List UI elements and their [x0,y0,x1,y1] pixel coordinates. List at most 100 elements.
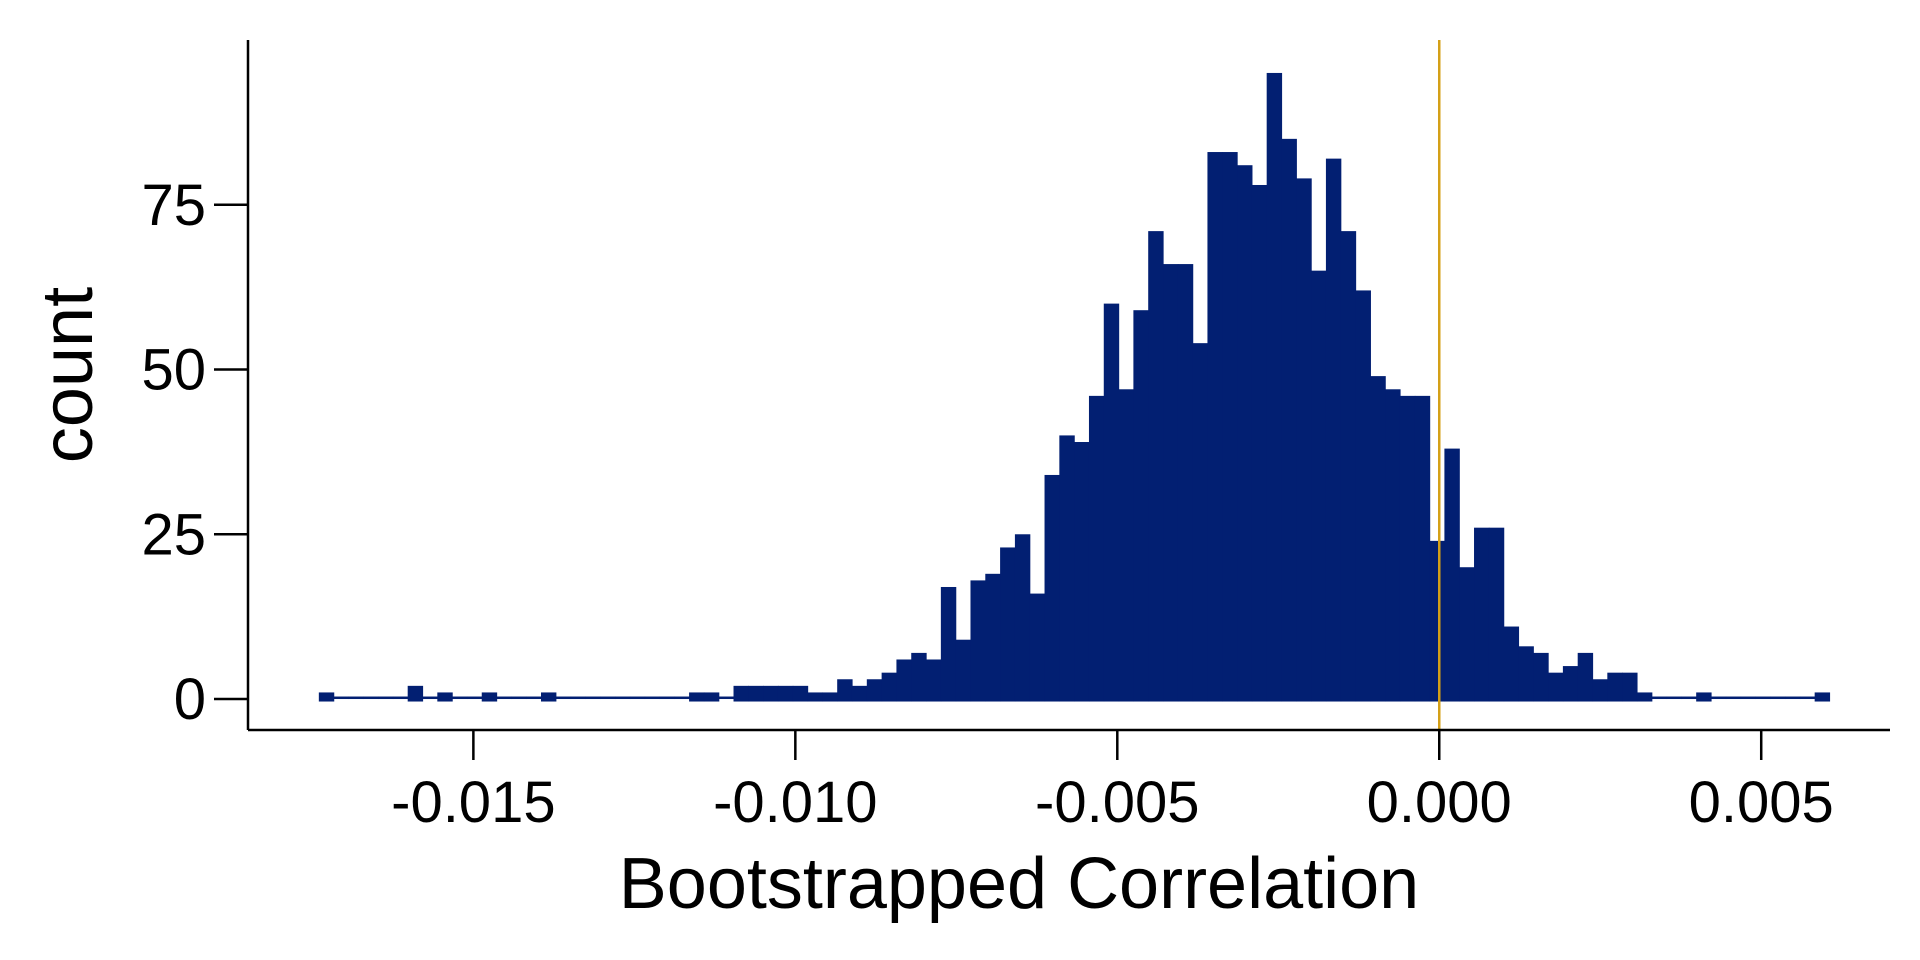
histogram-bar [629,696,646,700]
histogram-bar [1340,231,1357,702]
histogram-bar [526,696,542,700]
histogram-bar [1799,696,1816,700]
histogram-bar [1444,448,1460,702]
histogram-bar [570,696,587,700]
histogram-bar [555,696,572,700]
histogram-bar [1622,672,1638,702]
histogram-bar [1518,646,1534,702]
histogram-bar [1740,696,1757,700]
histogram-bar [896,659,912,702]
histogram-bar [792,685,809,702]
histogram-bar [378,696,394,700]
histogram-bar [1414,395,1431,702]
histogram-bar [1607,672,1623,702]
histogram-bar [1163,264,1179,702]
x-axis-title: Bootstrapped Correlation [619,844,1419,924]
histogram-bar [1385,389,1401,702]
histogram-bar [1296,178,1312,702]
histogram-bar [1103,303,1120,702]
histogram-bar [1488,527,1505,702]
histogram-bar [348,696,364,700]
histogram-bar [1503,626,1520,702]
histogram-bar [1429,540,1446,702]
histogram-bar [703,692,720,702]
histogram-bar [1325,158,1342,702]
histogram-bar [1222,152,1238,702]
y-tick-label: 50 [141,338,206,403]
histogram-bar [318,692,335,702]
histogram-bar [511,696,527,700]
x-tick-label: -0.005 [1035,770,1199,835]
histogram-bar [1681,696,1697,700]
histogram-bar [689,692,705,702]
histogram-bars [318,72,1831,702]
x-tick-label: 0.005 [1689,770,1834,835]
histogram-bar [1814,692,1831,702]
y-tick-label: 25 [141,502,206,567]
histogram-bar [496,696,512,700]
histogram-bar [866,679,883,702]
histogram-bar [1592,679,1608,702]
x-tick-label: 0.000 [1367,770,1512,835]
histogram-bar [1548,672,1564,702]
histogram-bar [363,696,379,700]
histogram-bar [748,685,764,702]
histogram-bar [1651,696,1668,700]
histogram-bar [333,696,350,700]
histogram-bar [1370,376,1386,702]
histogram-bar [585,696,601,700]
histogram-bar [1074,442,1090,702]
histogram-bar [392,696,409,700]
histogram-bar [407,685,424,702]
histogram-bar [851,685,868,702]
histogram-bar [1281,138,1297,702]
histogram-bar [674,696,690,700]
histogram-bar [644,696,661,700]
histogram-bar [911,652,927,702]
histogram-bar [1177,264,1194,702]
histogram-bar [1562,666,1579,702]
y-tick-label: 75 [141,173,206,238]
histogram-bar [1785,696,1801,700]
histogram-bar [733,685,749,702]
y-axis-ticks: 0 25 50 75 [141,173,248,732]
histogram-bar [1636,692,1653,702]
histogram-bar [985,573,1001,702]
histogram-bar [481,692,498,702]
histogram-bar [466,696,483,700]
histogram-bar [1088,395,1105,702]
histogram-bar [1725,696,1742,700]
histogram-bar [1311,270,1327,702]
histogram-bar [1029,593,1046,702]
histogram-bar [1533,652,1549,702]
histogram-bar [777,685,794,702]
x-tick-label: -0.015 [391,770,555,835]
histogram-bar [1118,389,1134,702]
histogram-bar [615,696,631,700]
histogram-bar [1000,547,1016,702]
x-tick-label: -0.010 [713,770,877,835]
histogram-bar [600,696,616,700]
histogram-bar [926,659,942,702]
y-tick-label: 0 [174,667,206,732]
histogram-bar [718,696,735,700]
histogram-bar [1577,652,1594,702]
histogram-bar [763,685,779,702]
histogram-bar [1399,395,1416,702]
histogram-bar [1148,231,1164,702]
histogram-bar [540,692,557,702]
histogram-bar [1251,184,1268,702]
histogram-bar [1133,310,1149,702]
histogram-bar [1237,165,1253,702]
histogram-bar [1044,474,1060,702]
histogram-bar [1059,435,1075,702]
histogram-bar [1355,290,1371,702]
histogram-bar [1207,152,1223,702]
histogram-bar [881,672,898,702]
histogram-bar [1474,527,1490,702]
histogram-bar [970,580,986,702]
histogram-bar [1266,72,1283,702]
histogram-bar [807,692,823,702]
histogram-bar [837,679,853,702]
